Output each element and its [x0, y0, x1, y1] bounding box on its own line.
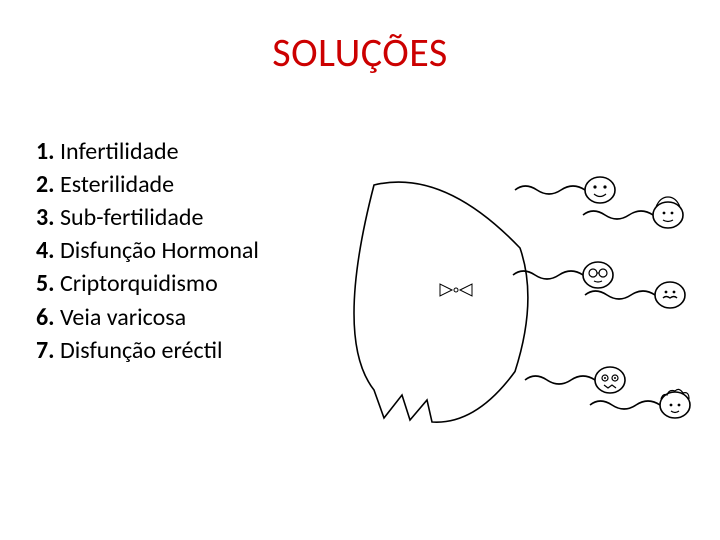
egg-sperm-illustration [310, 155, 710, 465]
item-text: Sub-fertilidade [55, 203, 204, 232]
list-item: 2. Esterilidade [36, 168, 259, 201]
list-item: 1. Infertilidade [36, 135, 259, 168]
list-item: 5. Criptorquidismo [36, 267, 259, 300]
list-item: 3. Sub-fertilidade [36, 201, 259, 234]
item-number: 1. [36, 137, 55, 166]
item-text: Disfunção eréctil [55, 336, 223, 365]
item-text: Veia varicosa [55, 303, 187, 332]
solutions-list: 1. Infertilidade 2. Esterilidade 3. Sub-… [36, 135, 259, 367]
page-title: SOLUÇÕES [0, 0, 720, 77]
item-number: 6. [36, 303, 55, 332]
list-item: 7. Disfunção eréctil [36, 334, 259, 367]
list-item: 6. Veia varicosa [36, 301, 259, 334]
item-text: Disfunção Hormonal [55, 236, 259, 265]
item-number: 7. [36, 336, 55, 365]
item-number: 2. [36, 170, 55, 199]
item-number: 4. [36, 236, 55, 265]
item-text: Esterilidade [55, 170, 175, 199]
item-text: Criptorquidismo [55, 269, 218, 298]
list-item: 4. Disfunção Hormonal [36, 234, 259, 267]
item-number: 3. [36, 203, 55, 232]
item-number: 5. [36, 269, 55, 298]
item-text: Infertilidade [55, 137, 179, 166]
